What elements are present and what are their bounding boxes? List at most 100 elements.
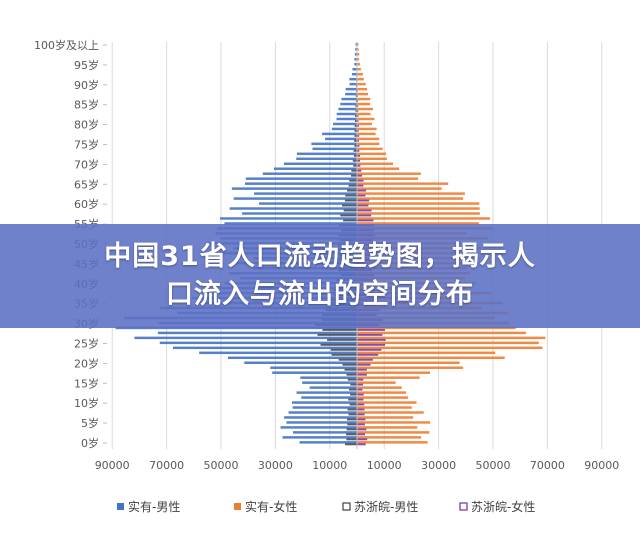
- bar-苏浙皖-男性: [355, 110, 357, 112]
- bar-苏浙皖-女性: [357, 423, 365, 426]
- bar-苏浙皖-男性: [345, 443, 357, 446]
- bar-苏浙皖-男性: [355, 105, 357, 107]
- bar-实有-女性: [357, 53, 360, 56]
- bar-苏浙皖-男性: [355, 115, 357, 117]
- bar-实有-男性: [349, 82, 357, 86]
- bar-实有-女性: [357, 152, 387, 156]
- bar-实有-男性: [355, 48, 357, 51]
- bar-实有-男性: [231, 187, 357, 190]
- bar-实有-女性: [357, 122, 372, 126]
- bar-实有-女性: [357, 386, 402, 389]
- bar-苏浙皖-女性: [357, 353, 379, 356]
- bar-苏浙皖-女性: [357, 438, 368, 441]
- bar-苏浙皖-男性: [349, 388, 357, 391]
- bar-苏浙皖-男性: [340, 214, 357, 217]
- bar-苏浙皖-女性: [357, 428, 367, 431]
- bar-实有-女性: [357, 202, 480, 205]
- bar-苏浙皖-女性: [357, 393, 364, 396]
- bar-苏浙皖-男性: [347, 189, 357, 192]
- legend-label: 苏浙皖-男性: [354, 500, 418, 514]
- bar-实有-女性: [357, 112, 371, 116]
- bar-苏浙皖-女性: [357, 124, 359, 127]
- bar-实有-男性: [355, 43, 357, 46]
- bar-苏浙皖-男性: [355, 95, 357, 98]
- bar-实有-男性: [325, 137, 357, 141]
- bar-实有-男性: [229, 207, 357, 210]
- bar-苏浙皖-女性: [357, 403, 365, 406]
- y-tick-label: 25岁: [74, 337, 99, 351]
- bar-实有-男性: [296, 391, 357, 394]
- title-banner: 中国31省人口流动趋势图，揭示人 口流入与流出的空间分布: [0, 224, 640, 328]
- bar-苏浙皖-女性: [357, 105, 359, 107]
- bar-苏浙皖-男性: [347, 378, 357, 381]
- bar-苏浙皖-男性: [344, 199, 357, 202]
- bar-实有-男性: [341, 97, 357, 101]
- bar-实有-女性: [357, 431, 430, 434]
- bar-苏浙皖-女性: [357, 149, 360, 152]
- x-tick-label: 70000: [149, 459, 184, 472]
- bar-苏浙皖-女性: [357, 174, 363, 177]
- bar-实有-女性: [357, 172, 421, 175]
- bar-实有-女性: [357, 426, 418, 429]
- bar-实有-男性: [233, 197, 357, 200]
- bar-实有-男性: [274, 167, 357, 170]
- bar-实有-男性: [262, 172, 357, 175]
- bar-实有-女性: [357, 207, 480, 210]
- bar-实有-女性: [357, 346, 543, 350]
- bar-苏浙皖-女性: [357, 209, 372, 212]
- bar-实有-女性: [357, 72, 363, 76]
- bar-苏浙皖-女性: [357, 443, 366, 446]
- bar-苏浙皖-男性: [350, 174, 357, 177]
- bar-实有-女性: [357, 416, 414, 419]
- bar-苏浙皖-女性: [357, 194, 366, 197]
- bar-苏浙皖-男性: [322, 328, 357, 331]
- bar-实有-男性: [292, 431, 357, 434]
- bar-苏浙皖-女性: [357, 219, 374, 222]
- bar-实有-男性: [292, 401, 357, 404]
- y-tick-label: 95岁: [74, 58, 99, 72]
- bar-实有-男性: [280, 426, 357, 429]
- bar-实有-男性: [354, 58, 357, 61]
- legend-swatch: [459, 502, 468, 511]
- bar-苏浙皖-男性: [348, 184, 357, 187]
- bar-实有-男性: [296, 157, 357, 161]
- bar-苏浙皖-男性: [347, 408, 357, 411]
- bar-苏浙皖-男性: [351, 169, 357, 172]
- bar-苏浙皖-女性: [357, 358, 373, 361]
- bar-实有-女性: [357, 87, 368, 91]
- banner-title-line-2: 口流入与流出的空间分布: [166, 279, 474, 310]
- bar-苏浙皖-女性: [357, 433, 366, 436]
- bar-实有-女性: [357, 396, 409, 399]
- bar-苏浙皖-男性: [355, 100, 357, 103]
- bar-实有-女性: [357, 182, 449, 185]
- bar-实有-女性: [357, 142, 380, 146]
- y-tick-label: 10岁: [74, 396, 99, 410]
- bar-实有-男性: [227, 356, 357, 360]
- bar-苏浙皖-女性: [357, 328, 385, 331]
- bar-实有-女性: [357, 197, 464, 200]
- bar-实有-男性: [270, 366, 357, 369]
- bar-实有-女性: [357, 212, 480, 215]
- bar-苏浙皖-男性: [348, 398, 357, 401]
- y-tick-label: 80岁: [74, 118, 99, 132]
- bar-苏浙皖-男性: [338, 358, 357, 361]
- bar-实有-男性: [282, 436, 357, 439]
- legend-label: 实有-女性: [245, 499, 297, 514]
- x-tick-label: 30000: [421, 459, 456, 472]
- bar-实有-男性: [199, 351, 357, 355]
- bar-实有-女性: [357, 336, 546, 340]
- bar-苏浙皖-女性: [357, 373, 367, 376]
- bar-实有-女性: [357, 157, 387, 161]
- bar-苏浙皖-男性: [342, 363, 357, 366]
- bar-苏浙皖-女性: [357, 363, 371, 366]
- bar-实有-女性: [357, 356, 505, 360]
- bar-实有-男性: [354, 63, 357, 66]
- bar-实有-男性: [292, 406, 357, 409]
- bar-实有-女性: [357, 421, 431, 424]
- bar-实有-女性: [357, 366, 464, 369]
- bar-苏浙皖-女性: [357, 388, 363, 391]
- bar-苏浙皖-男性: [346, 438, 357, 441]
- bar-苏浙皖-男性: [343, 209, 357, 212]
- bar-实有-男性: [352, 67, 357, 71]
- bar-苏浙皖-女性: [357, 418, 366, 421]
